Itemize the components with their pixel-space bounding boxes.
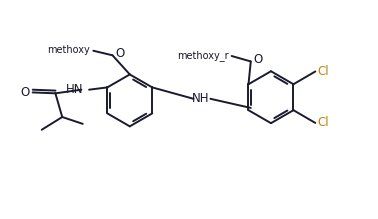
Text: O: O [254, 53, 263, 66]
Text: NH: NH [192, 92, 209, 105]
Text: HN: HN [66, 83, 84, 96]
Text: methoxy: methoxy [47, 45, 90, 55]
Text: O: O [21, 86, 30, 99]
Text: O: O [115, 47, 124, 60]
Text: methoxy_r: methoxy_r [177, 50, 228, 60]
Text: Cl: Cl [318, 65, 329, 78]
Text: Cl: Cl [318, 117, 329, 129]
